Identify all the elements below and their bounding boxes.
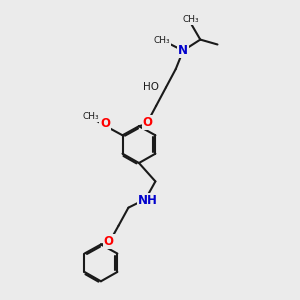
Text: NH: NH — [138, 194, 158, 207]
Text: O: O — [104, 235, 114, 248]
Text: CH₃: CH₃ — [182, 15, 199, 24]
Text: O: O — [142, 116, 152, 129]
Text: O: O — [100, 117, 110, 130]
Text: CH₃: CH₃ — [153, 36, 170, 45]
Text: CH₃: CH₃ — [83, 112, 99, 122]
Text: HO: HO — [143, 82, 159, 92]
Text: N: N — [178, 44, 188, 57]
